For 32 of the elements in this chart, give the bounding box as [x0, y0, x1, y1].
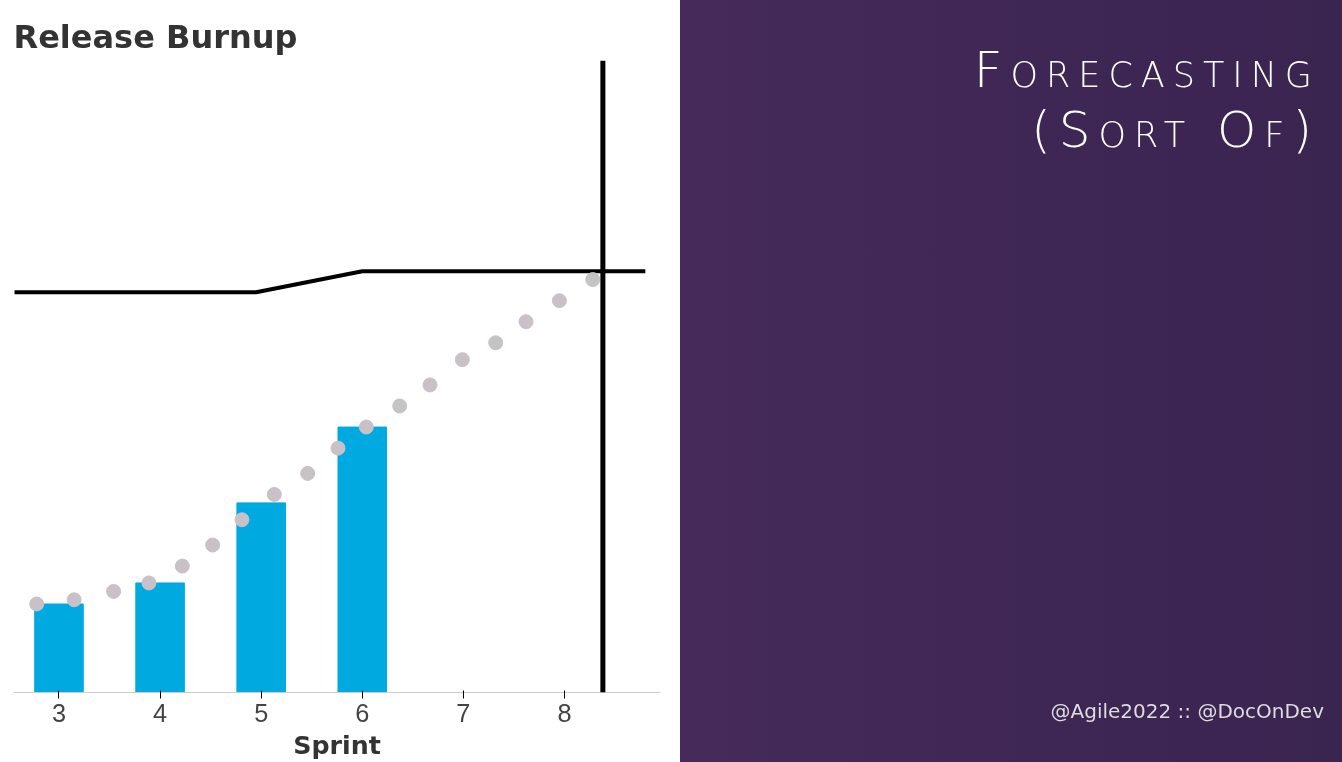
point — [29, 596, 45, 612]
point — [106, 583, 122, 599]
point — [330, 440, 346, 456]
point — [454, 352, 470, 368]
x-axis-title: Sprint — [293, 729, 381, 760]
bar — [337, 426, 388, 693]
point — [174, 558, 190, 574]
point — [422, 377, 438, 393]
point — [585, 272, 601, 288]
point — [266, 486, 282, 502]
point — [392, 398, 408, 414]
x-tick-label: 5 — [254, 698, 269, 727]
point — [141, 575, 157, 591]
x-tick-label: 4 — [153, 698, 168, 727]
bar — [236, 502, 286, 693]
x-tick-label: 3 — [51, 698, 67, 727]
bar — [34, 603, 84, 693]
point — [518, 314, 534, 330]
x-tick-label: 8 — [557, 698, 572, 727]
point — [300, 465, 316, 481]
point — [488, 335, 504, 351]
point — [66, 592, 82, 608]
bar — [135, 582, 185, 693]
x-tick-label: 7 — [456, 698, 471, 727]
x-tick-label: 6 — [355, 698, 370, 727]
chart-title: Release Burnup — [13, 17, 298, 56]
point — [358, 419, 374, 435]
point — [205, 537, 221, 553]
point — [551, 293, 567, 309]
text: Forecasting (Sort Of) — [972, 40, 1320, 160]
point — [234, 512, 250, 528]
text: @Agile2022 :: @DocOnDev — [1050, 698, 1324, 726]
